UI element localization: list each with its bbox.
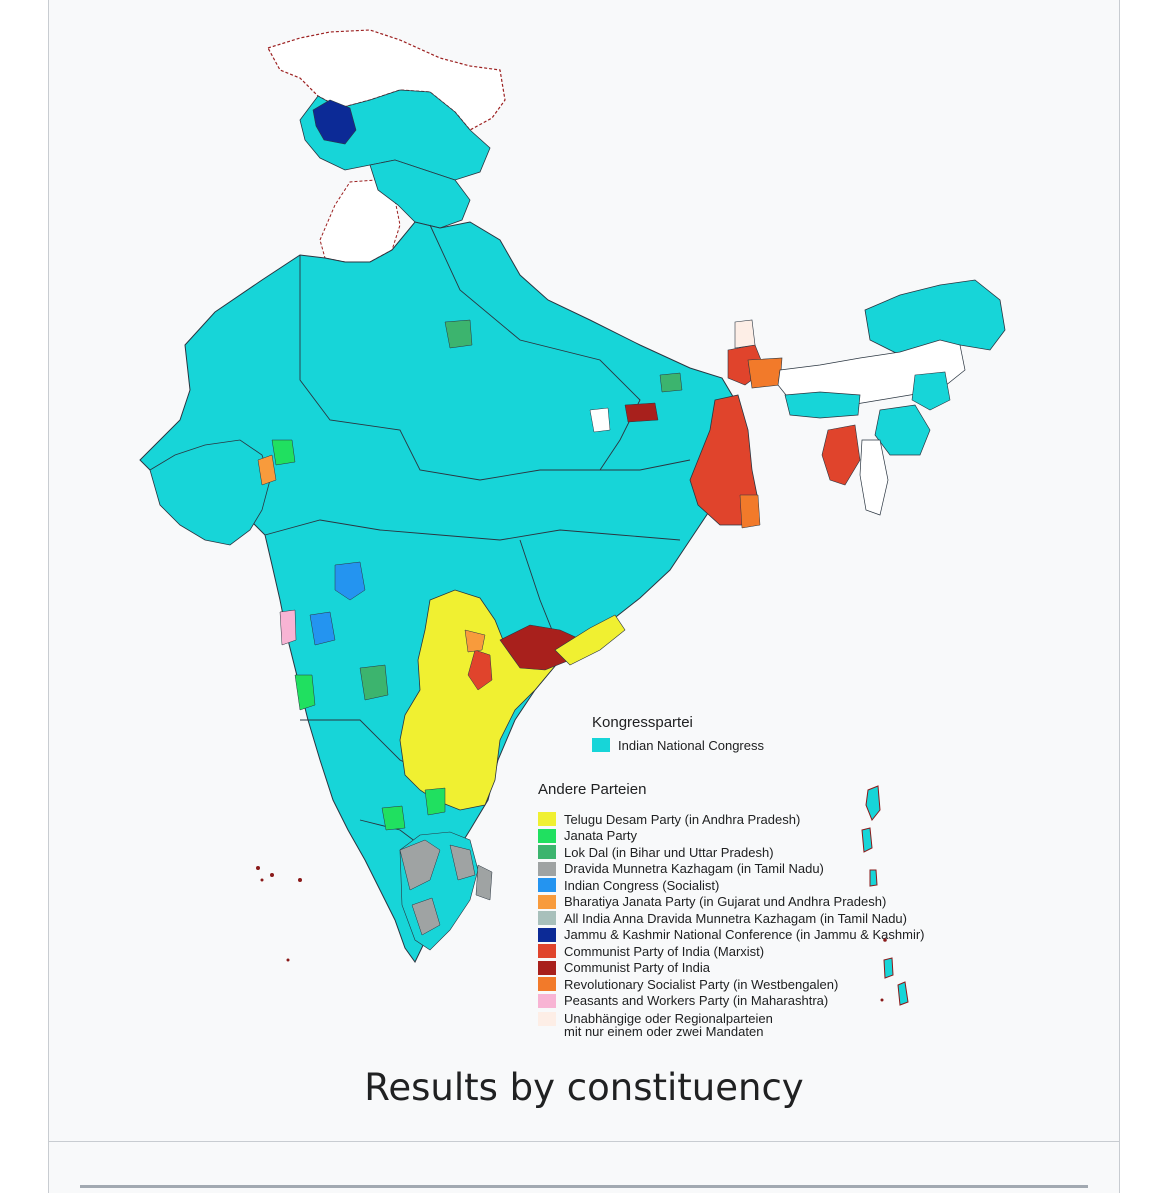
legend-swatch [538, 894, 556, 909]
legend-item: Revolutionary Socialist Party (in Westbe… [538, 976, 838, 992]
legend-item: Telugu Desam Party (in Andhra Pradesh) [538, 811, 800, 827]
legend-item: Dravida Munnetra Kazhagam (in Tamil Nadu… [538, 861, 824, 877]
legend-label: Dravida Munnetra Kazhagam (in Tamil Nadu… [564, 861, 824, 876]
legend-item: Unabhängige oder Regionalparteien mit nu… [538, 1012, 773, 1044]
legend-item: Indian Congress (Socialist) [538, 877, 719, 893]
legend-label: All India Anna Dravida Munnetra Kazhagam… [564, 910, 907, 926]
section-divider [48, 1141, 1120, 1142]
legend-swatch-congress [592, 738, 610, 752]
legend-others-list: Telugu Desam Party (in Andhra Pradesh) J… [538, 811, 978, 1043]
legend-swatch [538, 828, 556, 843]
legend-swatch [538, 1012, 556, 1026]
map-region-gujarat [149, 439, 271, 546]
map-region-mainland [139, 221, 736, 963]
figure-caption: Results by constituency [364, 1066, 804, 1109]
map-region-himachal [369, 159, 471, 229]
legend-others-title: Andere Parteien [538, 781, 647, 798]
legend-swatch [538, 927, 556, 942]
legend-item: Peasants and Workers Party (in Maharasht… [538, 993, 828, 1009]
bottom-rule [80, 1185, 1088, 1188]
map-region-andhra [399, 589, 561, 811]
legend-swatch [538, 977, 556, 991]
legend-label: Communist Party of India (Marxist) [564, 943, 765, 959]
legend-item: All India Anna Dravida Munnetra Kazhagam… [538, 910, 907, 926]
legend-swatch [538, 993, 556, 1008]
india-results-map [139, 29, 1006, 1006]
legend-swatch [538, 878, 556, 892]
legend-label: Bharatiya Janata Party (in Gujarat und A… [564, 894, 887, 909]
legend-swatch [538, 845, 556, 859]
legend-swatch [538, 812, 556, 826]
legend-item: Communist Party of India [538, 960, 710, 976]
legend-label: Revolutionary Socialist Party (in Westbe… [564, 976, 839, 992]
legend-item: Lok Dal (in Bihar und Uttar Pradesh) [538, 844, 774, 860]
map-region-nc [312, 99, 357, 145]
legend-label-line1: Unabhängige oder Regionalparteien [564, 1011, 773, 1026]
legend-item: Communist Party of India (Marxist) [538, 943, 764, 959]
legend-label: Janata Party [564, 828, 637, 843]
legend-item: Jammu & Kashmir National Conference (in … [538, 927, 925, 943]
legend-item-congress: Indian National Congress [592, 737, 764, 753]
legend-label: Indian Congress (Socialist) [564, 877, 720, 893]
map-region-westbengal [689, 394, 759, 526]
legend-label: Unabhängige oder Regionalparteien mit nu… [564, 1012, 773, 1038]
legend-label-congress: Indian National Congress [618, 737, 764, 753]
legend-swatch [538, 960, 556, 975]
legend-item: Bharatiya Janata Party (in Gujarat und A… [538, 894, 886, 910]
legend-item: Janata Party [538, 828, 637, 844]
legend-label: Lok Dal (in Bihar und Uttar Pradesh) [564, 844, 774, 860]
legend-congress-title: Kongresspartei [592, 714, 693, 731]
legend-swatch [538, 911, 556, 925]
legend-label: Telugu Desam Party (in Andhra Pradesh) [564, 811, 801, 827]
legend-swatch [538, 861, 556, 876]
legend-label: Jammu & Kashmir National Conference (in … [564, 927, 925, 942]
legend-label-line2: mit nur einem oder zwei Mandaten [564, 1024, 764, 1039]
legend-swatch [538, 944, 556, 958]
legend-label: Communist Party of India [564, 960, 710, 975]
legend-label: Peasants and Workers Party (in Maharasht… [564, 993, 829, 1008]
